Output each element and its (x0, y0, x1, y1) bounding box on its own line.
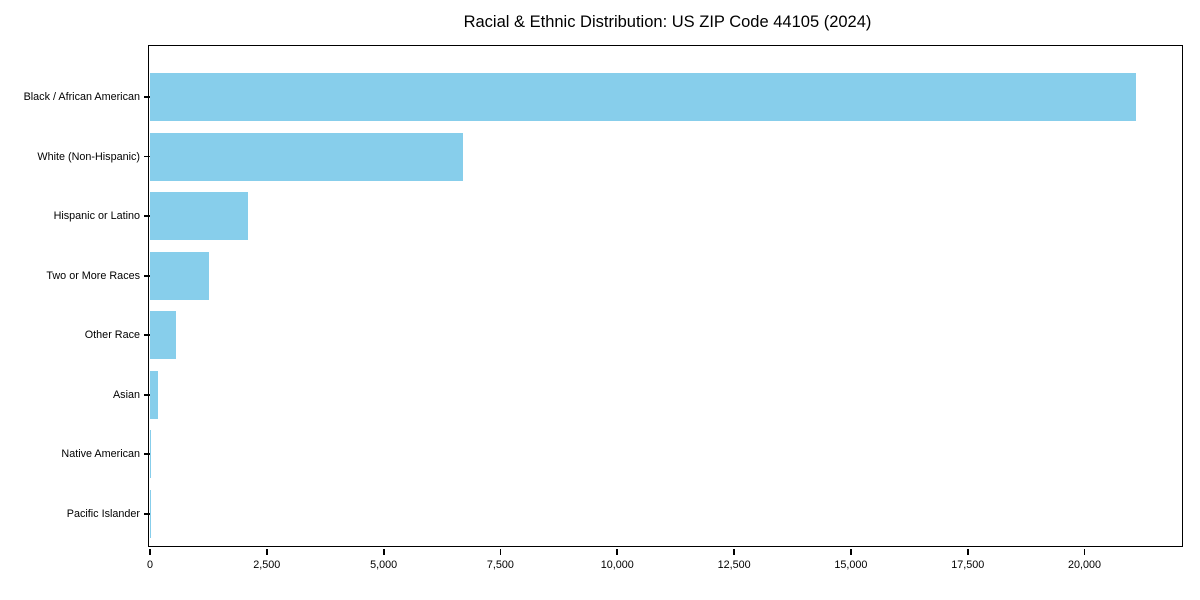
x-tick-label: 5,000 (370, 559, 398, 571)
x-tick (966, 549, 969, 555)
x-tick-label: 12,500 (717, 559, 751, 571)
y-tick-label: Hispanic or Latino (53, 210, 140, 223)
x-tick (616, 549, 619, 555)
x-tick-label: 15,000 (834, 559, 868, 571)
bar (150, 370, 158, 419)
x-tick-label: 10,000 (600, 559, 634, 571)
bar (150, 311, 177, 360)
y-tick (143, 453, 150, 456)
y-tick-label: Asian (112, 388, 140, 401)
y-tick (143, 512, 150, 515)
bar (150, 251, 209, 300)
y-tick (143, 96, 150, 98)
x-tick (499, 549, 502, 555)
plot-border (148, 45, 1184, 548)
x-tick-label: 17,500 (951, 559, 985, 571)
x-tick-label: 20,000 (1068, 559, 1102, 571)
y-tick-label: Two or More Races (46, 269, 140, 282)
y-tick (143, 215, 150, 217)
x-tick (733, 549, 735, 555)
x-tick-label: 0 (146, 559, 154, 571)
bar (150, 132, 464, 181)
x-tick (149, 549, 151, 555)
chart-title: Racial & Ethnic Distribution: US ZIP Cod… (463, 13, 872, 31)
x-tick (850, 549, 852, 555)
x-tick (1083, 549, 1086, 555)
x-tick (382, 549, 385, 555)
bar (150, 430, 152, 479)
y-tick (143, 155, 150, 158)
y-tick-label: Pacific Islander (66, 507, 140, 520)
y-tick (143, 334, 150, 337)
y-tick (143, 393, 150, 396)
x-tick (265, 549, 268, 555)
bars-container (150, 47, 1185, 549)
x-tick-label: 2,500 (253, 559, 281, 571)
y-tick-label: Native American (61, 448, 140, 461)
y-tick-label: Other Race (84, 329, 140, 342)
y-tick (143, 274, 150, 277)
y-tick-label: White (Non-Hispanic) (37, 150, 140, 163)
bar (150, 73, 1136, 121)
x-tick-label: 7,500 (486, 559, 514, 571)
y-tick-label: Black / African American (23, 91, 140, 103)
bar (150, 192, 249, 241)
